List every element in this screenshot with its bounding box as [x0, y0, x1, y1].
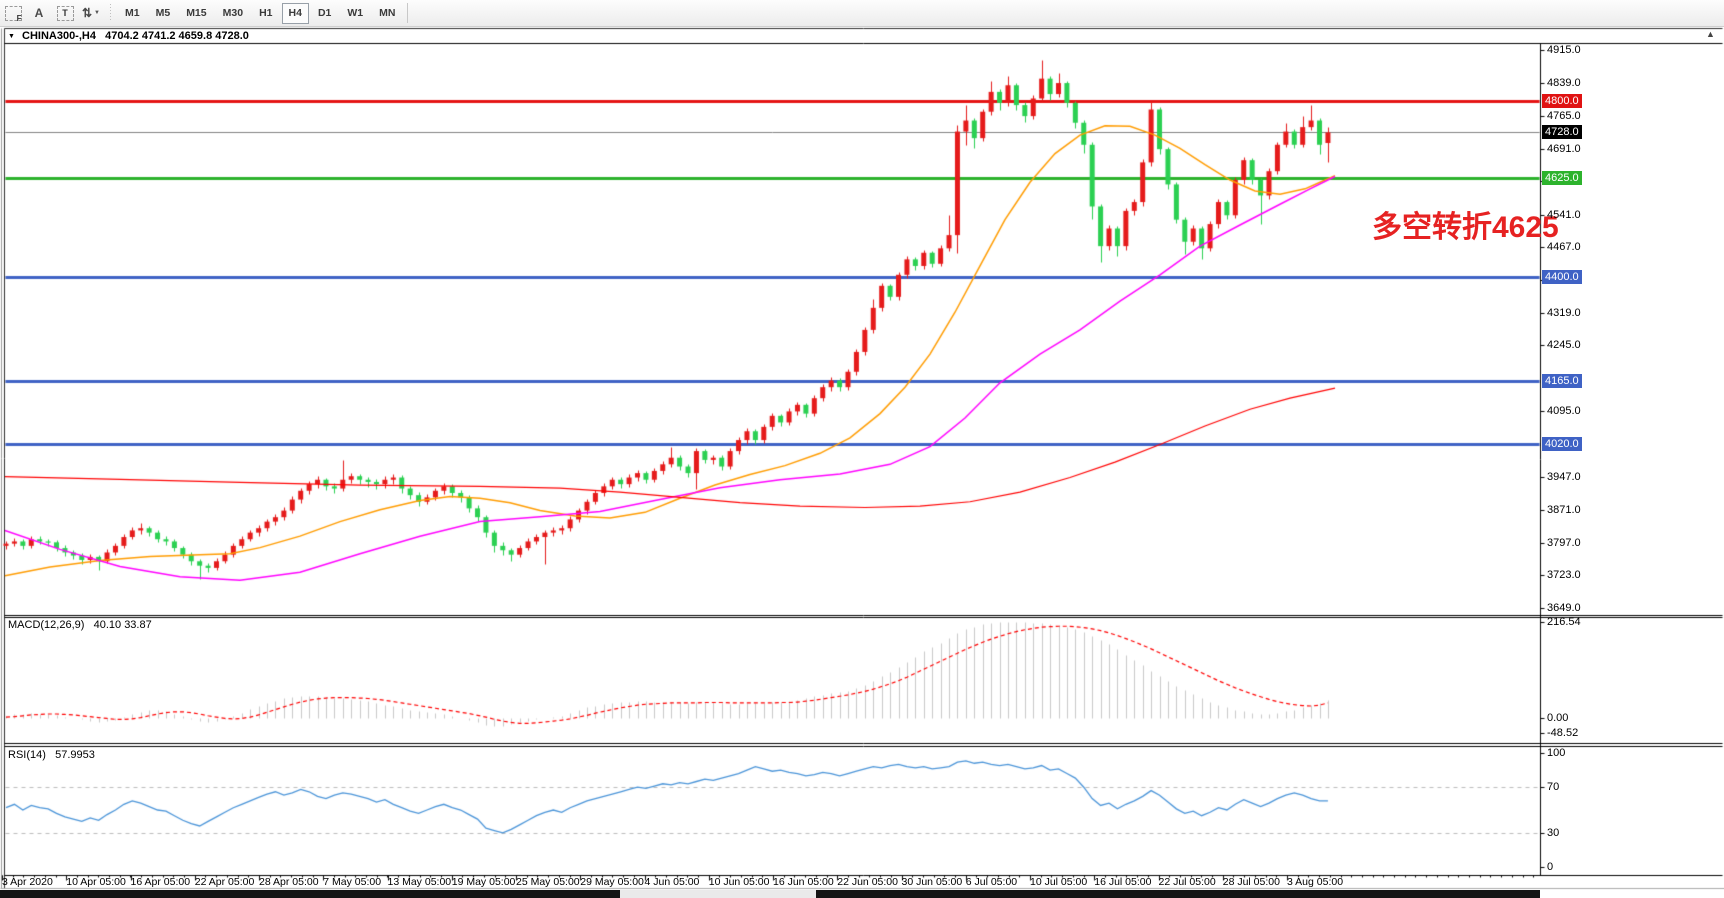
- price-axis-badge: 4400.0: [1542, 269, 1582, 284]
- price-axis-tick: 4915.0: [1547, 44, 1581, 56]
- timeframe-button-h4[interactable]: H4: [281, 2, 309, 24]
- chart-scroll-up-icon[interactable]: ▲: [1706, 29, 1715, 39]
- time-axis-label: 29 May 05:00: [580, 876, 644, 888]
- time-axis-label: 22 Jul 05:00: [1158, 876, 1216, 888]
- timeframe-button-w1[interactable]: W1: [347, 7, 364, 19]
- rsi-axis-tick: 70: [1547, 781, 1560, 794]
- price-axis-badge: 4020.0: [1542, 437, 1582, 452]
- rsi-indicator-label: RSI(14) 57.9953: [8, 749, 95, 761]
- price-axis-tick: 3947.0: [1547, 470, 1581, 483]
- frame-tool-button[interactable]: F: [2, 3, 24, 23]
- price-axis-tick: 4319.0: [1547, 306, 1581, 319]
- price-axis-tick: 4095.0: [1547, 405, 1581, 418]
- price-axis-tick: 4839.0: [1547, 77, 1581, 90]
- toolbar-grip[interactable]: [108, 4, 113, 22]
- toolbar-separator: [407, 3, 409, 23]
- ohlc-values-label: 4704.2 4741.2 4659.8 4728.0: [105, 30, 249, 42]
- time-axis-label: 3 Apr 2020: [2, 876, 53, 888]
- text-tool-icon: T: [56, 5, 74, 21]
- arrange-arrows-icon: ⇅: [81, 6, 93, 20]
- time-axis-label: 16 Jun 05:00: [773, 876, 834, 888]
- time-axis-label: 10 Apr 05:00: [66, 876, 126, 888]
- time-axis-label: 10 Jul 05:00: [1030, 876, 1088, 888]
- text-label-button[interactable]: A: [28, 3, 50, 23]
- horizontal-scrollbar[interactable]: [0, 890, 1540, 898]
- macd-axis-tick: 216.54: [1547, 616, 1581, 628]
- dropdown-caret-icon: ▼: [94, 10, 100, 16]
- timeframe-button-m15[interactable]: M15: [186, 7, 207, 19]
- time-axis-label: 28 Jul 05:00: [1222, 876, 1280, 888]
- price-axis-tick: 3649.0: [1547, 602, 1581, 614]
- timeframe-button-mn[interactable]: MN: [379, 7, 396, 19]
- arrange-tool-button[interactable]: ⇅ ▼: [80, 3, 102, 23]
- time-axis-label: 7 May 05:00: [323, 876, 382, 888]
- frame-tool-icon: F: [4, 5, 22, 23]
- symbol-period-label: CHINA300-,H4: [22, 30, 96, 42]
- time-axis-label: 16 Apr 05:00: [130, 876, 191, 888]
- price-axis-tick: 4467.0: [1547, 241, 1581, 254]
- timeframe-button-m1[interactable]: M1: [125, 7, 140, 19]
- time-axis-label: 16 Jul 05:00: [1094, 876, 1152, 888]
- price-axis-badge: 4165.0: [1542, 373, 1582, 388]
- time-axis-label: 6 Jul 05:00: [965, 876, 1018, 888]
- time-axis-label: 13 May 05:00: [387, 876, 452, 888]
- title-caret-icon: ▼: [8, 33, 15, 40]
- time-axis-label: 30 Jun 05:00: [901, 876, 963, 888]
- time-axis-label: 25 May 05:00: [516, 876, 580, 888]
- timeframe-button-m5[interactable]: M5: [155, 7, 171, 19]
- chart-title: ▼ CHINA300-,H4 4704.2 4741.2 4659.8 4728…: [8, 30, 249, 42]
- price-axis-badge: 4800.0: [1542, 93, 1582, 108]
- macd-axis-tick: 0.00: [1547, 712, 1569, 724]
- macd-axis-tick: -48.52: [1547, 727, 1579, 739]
- rsi-value: 57.9953: [55, 749, 95, 761]
- scrollbar-thumb[interactable]: [620, 890, 816, 898]
- price-axis-badge: 4728.0: [1542, 125, 1582, 140]
- price-axis-tick: 4765.0: [1547, 110, 1581, 123]
- text-label-icon: A: [34, 6, 44, 20]
- rsi-axis-tick: 100: [1547, 747, 1566, 759]
- top-toolbar: F A T ⇅ ▼ M1 M5 M15 M30 H1 H4 D1 W1 MN: [0, 0, 1724, 27]
- timeframe-button-d1[interactable]: D1: [317, 7, 332, 19]
- rsi-axis-tick: 0: [1547, 861, 1554, 873]
- price-axis-tick: 3797.0: [1547, 536, 1581, 549]
- time-axis-label: 22 Jun 05:00: [837, 876, 898, 888]
- rsi-axis-tick: 30: [1547, 826, 1560, 839]
- price-axis-tick: 3723.0: [1547, 569, 1581, 582]
- time-axis-label: 28 Apr 05:00: [259, 876, 319, 888]
- timeframe-button-m30[interactable]: M30: [222, 7, 244, 19]
- macd-values: 40.10 33.87: [93, 619, 152, 631]
- time-axis-label: 10 Jun 05:00: [708, 876, 770, 888]
- price-axis-tick: 4541.0: [1547, 208, 1581, 221]
- timeframe-button-h1[interactable]: H1: [259, 7, 273, 19]
- macd-indicator-label: MACD(12,26,9) 40.10 33.87: [8, 619, 152, 631]
- time-axis-label: 19 May 05:00: [451, 876, 516, 888]
- timeframe-button-group: M1 M5 M15 M30 H1 H4 D1 W1 MN: [117, 2, 403, 24]
- text-tool-button[interactable]: T: [54, 3, 76, 23]
- time-axis-label: 3 Aug 05:00: [1287, 876, 1344, 888]
- price-axis-badge: 4625.0: [1542, 170, 1582, 185]
- time-axis-label: 22 Apr 05:00: [194, 876, 255, 888]
- time-axis-label: 4 Jun 05:00: [644, 876, 700, 888]
- price-level-annotation: 多空转折4625: [1372, 211, 1559, 244]
- price-axis-tick: 3871.0: [1547, 504, 1581, 517]
- price-axis-tick: 4691.0: [1547, 142, 1581, 155]
- price-axis-tick: 4245.0: [1547, 339, 1581, 352]
